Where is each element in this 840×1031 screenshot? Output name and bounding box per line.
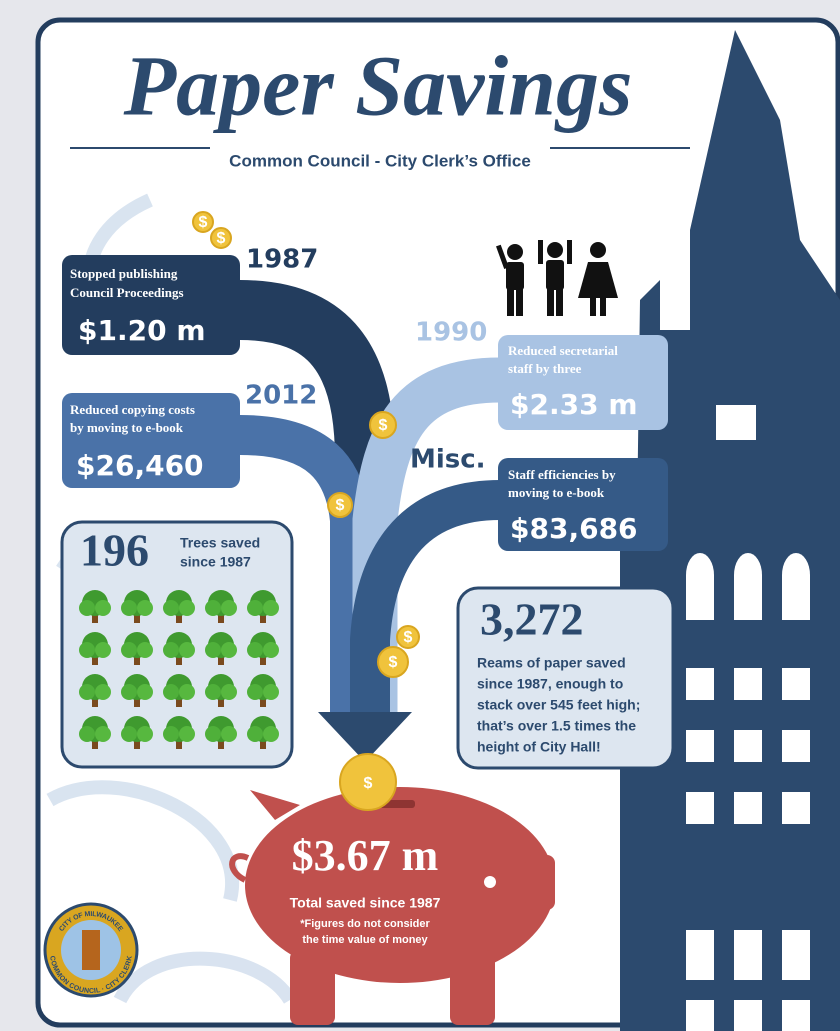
saving-amount: $26,460 (76, 449, 204, 482)
coin-symbol: $ (364, 775, 373, 792)
tree-crown (95, 600, 111, 616)
trees-label: since 1987 (180, 554, 251, 570)
reams-description: since 1987, enough to (477, 676, 623, 692)
trees-label: Trees saved (180, 535, 260, 551)
tree-crown (137, 600, 153, 616)
saving-amount: $83,686 (510, 512, 638, 545)
tree-crown (95, 642, 111, 658)
tree-crown (137, 726, 153, 742)
tree-crown (263, 600, 279, 616)
coin: $ (210, 227, 232, 249)
tree-crown (163, 684, 179, 700)
coin-symbol: $ (379, 417, 388, 434)
saving-box (62, 393, 240, 488)
coin: $ (396, 625, 420, 649)
tree-crown (179, 726, 195, 742)
tree-crown (163, 642, 179, 658)
saving-description: Staff efficiencies by (508, 467, 616, 482)
people-icon (496, 240, 618, 316)
saving-year: 1987 (246, 245, 318, 275)
tree-crown (247, 600, 263, 616)
total-amount: $3.67 m (292, 831, 439, 880)
tree-crown (95, 684, 111, 700)
tree-crown (263, 642, 279, 658)
saving-year: Misc. (410, 445, 486, 475)
tree-crown (247, 642, 263, 658)
saving-box (498, 335, 668, 430)
saving-description: moving to e-book (508, 485, 605, 500)
coin: $ (192, 211, 214, 233)
tree-crown (205, 642, 221, 658)
trees-count: 196 (80, 525, 149, 576)
saving-description: staff by three (508, 361, 582, 376)
tree-crown (79, 642, 95, 658)
tree-crown (221, 684, 237, 700)
saving-box (498, 458, 668, 551)
tree-crown (163, 600, 179, 616)
tree-crown (179, 642, 195, 658)
title: Paper Savings (123, 38, 633, 134)
coin: $ (369, 411, 397, 439)
reams-count: 3,272 (480, 594, 584, 645)
coin-symbol: $ (336, 497, 345, 514)
reams-description: height of City Hall! (477, 739, 601, 755)
tree-crown (263, 684, 279, 700)
saving-box (62, 255, 240, 355)
tree-crown (79, 684, 95, 700)
saving-description: Stopped publishing (70, 266, 178, 281)
coin: $ (327, 492, 353, 518)
tree-crown (121, 684, 137, 700)
reams-box (456, 586, 675, 770)
saving-description: Reduced secretarial (508, 343, 618, 358)
saving-description: by moving to e-book (70, 420, 184, 435)
saving-amount: $2.33 m (510, 388, 638, 421)
total-label: Total saved since 1987 (290, 895, 441, 911)
tree-crown (221, 600, 237, 616)
tree-crown (205, 726, 221, 742)
saving-year: 2012 (245, 381, 317, 411)
tree-crown (221, 642, 237, 658)
tree-crown (247, 684, 263, 700)
tree-crown (121, 600, 137, 616)
coin-symbol: $ (389, 654, 398, 671)
reams-description: stack over 545 feet high; (477, 697, 640, 713)
tree-crown (205, 600, 221, 616)
reams-description: that’s over 1.5 times the (477, 718, 636, 734)
saving-year: 1990 (415, 318, 487, 348)
tree-grid (79, 590, 279, 749)
tree-crown (247, 726, 263, 742)
tower-windows (686, 405, 810, 1031)
saving-amount: $1.20 m (78, 314, 206, 347)
tree-crown (179, 684, 195, 700)
tree-crown (121, 726, 137, 742)
coin-symbol: $ (217, 230, 226, 247)
tree-crown (205, 684, 221, 700)
city-seal: CITY OF MILWAUKEE COMMON COUNCIL · CITY … (43, 902, 139, 998)
tree-crown (221, 726, 237, 742)
coin: $ (377, 646, 409, 678)
tree-crown (121, 642, 137, 658)
subtitle: Common Council - City Clerk’s Office (229, 151, 531, 170)
pig-eye (484, 876, 496, 888)
tree-crown (163, 726, 179, 742)
flow-arrow-head (318, 712, 412, 762)
coin: $ (339, 753, 397, 811)
saving-description: Council Proceedings (70, 285, 184, 300)
tree-crown (79, 726, 95, 742)
saving-description: Reduced copying costs (70, 402, 195, 417)
city-hall-tower (620, 30, 840, 1031)
tree-crown (95, 726, 111, 742)
coin-symbol: $ (199, 214, 208, 231)
total-note: *Figures do not consider (300, 918, 430, 930)
reams-description: Reams of paper saved (477, 655, 626, 671)
total-note: the time value of money (302, 934, 428, 946)
tree-crown (79, 600, 95, 616)
tree-crown (263, 726, 279, 742)
tree-crown (137, 642, 153, 658)
piggy-bank (229, 787, 555, 1025)
coin-symbol: $ (404, 629, 413, 646)
tree-crown (137, 684, 153, 700)
tree-crown (179, 600, 195, 616)
